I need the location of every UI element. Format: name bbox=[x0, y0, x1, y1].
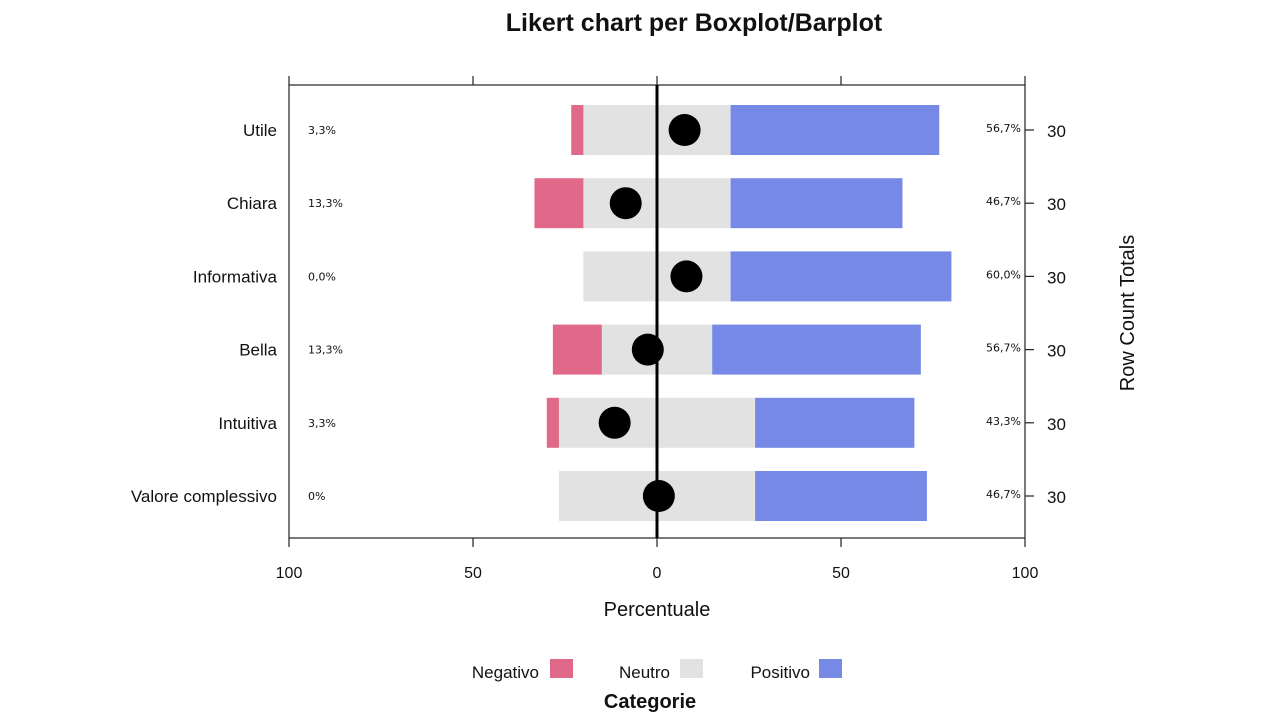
legend-label: Negativo bbox=[472, 663, 539, 682]
positive-percent-label: 46,7% bbox=[986, 488, 1021, 501]
bar-positivo bbox=[730, 105, 940, 155]
positive-percent-label: 46,7% bbox=[986, 195, 1021, 208]
median-dot bbox=[642, 480, 675, 512]
bar-positivo bbox=[730, 251, 952, 302]
positive-percent-label: 60,0% bbox=[986, 268, 1021, 281]
x-axis-title: Percentuale bbox=[604, 599, 711, 621]
legend: Negativo Neutro Positivo bbox=[472, 659, 842, 682]
category-label: Utile bbox=[243, 121, 277, 140]
median-dot bbox=[670, 260, 703, 293]
category-label: Intuitiva bbox=[218, 414, 277, 433]
positive-percent-label: 56,7% bbox=[986, 122, 1021, 135]
row-total-label: 30 bbox=[1047, 195, 1066, 214]
bar-negativo bbox=[571, 105, 584, 155]
legend-swatch bbox=[550, 659, 573, 678]
legend-title: Categorie bbox=[604, 691, 696, 713]
x-tick-label: 50 bbox=[464, 565, 482, 582]
row-total-label: 30 bbox=[1047, 488, 1066, 507]
x-tick-label: 100 bbox=[1012, 565, 1039, 582]
negative-percent-label: 0,0% bbox=[308, 270, 336, 283]
row-total-label: 30 bbox=[1047, 122, 1066, 141]
row-total-label: 30 bbox=[1047, 342, 1066, 361]
bar-negativo bbox=[546, 397, 559, 448]
plot-area: 100 50 0 50 100 Utile 3,3% 56,7% 30 Chiara 13,3% 46… bbox=[131, 76, 1066, 582]
category-label: Informativa bbox=[193, 267, 278, 286]
median-dot bbox=[631, 333, 664, 366]
bar-negativo bbox=[534, 178, 584, 229]
x-tick-label: 100 bbox=[276, 565, 303, 582]
category-label: Chiara bbox=[227, 194, 278, 213]
positive-percent-label: 43,3% bbox=[986, 415, 1021, 428]
bar-positivo bbox=[755, 471, 927, 521]
row-total-label: 30 bbox=[1047, 268, 1066, 287]
median-dot bbox=[609, 187, 642, 220]
chart-title: Likert chart per Boxplot/Barplot bbox=[506, 9, 883, 37]
positive-percent-label: 56,7% bbox=[986, 342, 1021, 355]
x-tick-label: 0 bbox=[653, 565, 662, 582]
negative-percent-label: 3,3% bbox=[308, 124, 336, 137]
negative-percent-label: 0% bbox=[308, 490, 325, 503]
right-axis-title: Row Count Totals bbox=[1117, 235, 1139, 391]
category-label: Bella bbox=[239, 341, 277, 360]
bar-positivo bbox=[712, 324, 921, 375]
row-total-label: 30 bbox=[1047, 415, 1066, 434]
x-tick-label: 50 bbox=[832, 565, 850, 582]
negative-percent-label: 13,3% bbox=[308, 197, 343, 210]
legend-label: Neutro bbox=[619, 663, 670, 682]
negative-percent-label: 3,3% bbox=[308, 417, 336, 430]
median-dot bbox=[668, 114, 701, 146]
bar-negativo bbox=[552, 324, 602, 375]
legend-swatch bbox=[819, 659, 842, 678]
category-label: Valore complessivo bbox=[131, 487, 277, 506]
bar-positivo bbox=[755, 397, 915, 448]
median-dot bbox=[598, 406, 631, 439]
legend-swatch bbox=[680, 659, 703, 678]
bar-positivo bbox=[730, 178, 903, 229]
negative-percent-label: 13,3% bbox=[308, 344, 343, 357]
legend-label: Positivo bbox=[750, 663, 810, 682]
